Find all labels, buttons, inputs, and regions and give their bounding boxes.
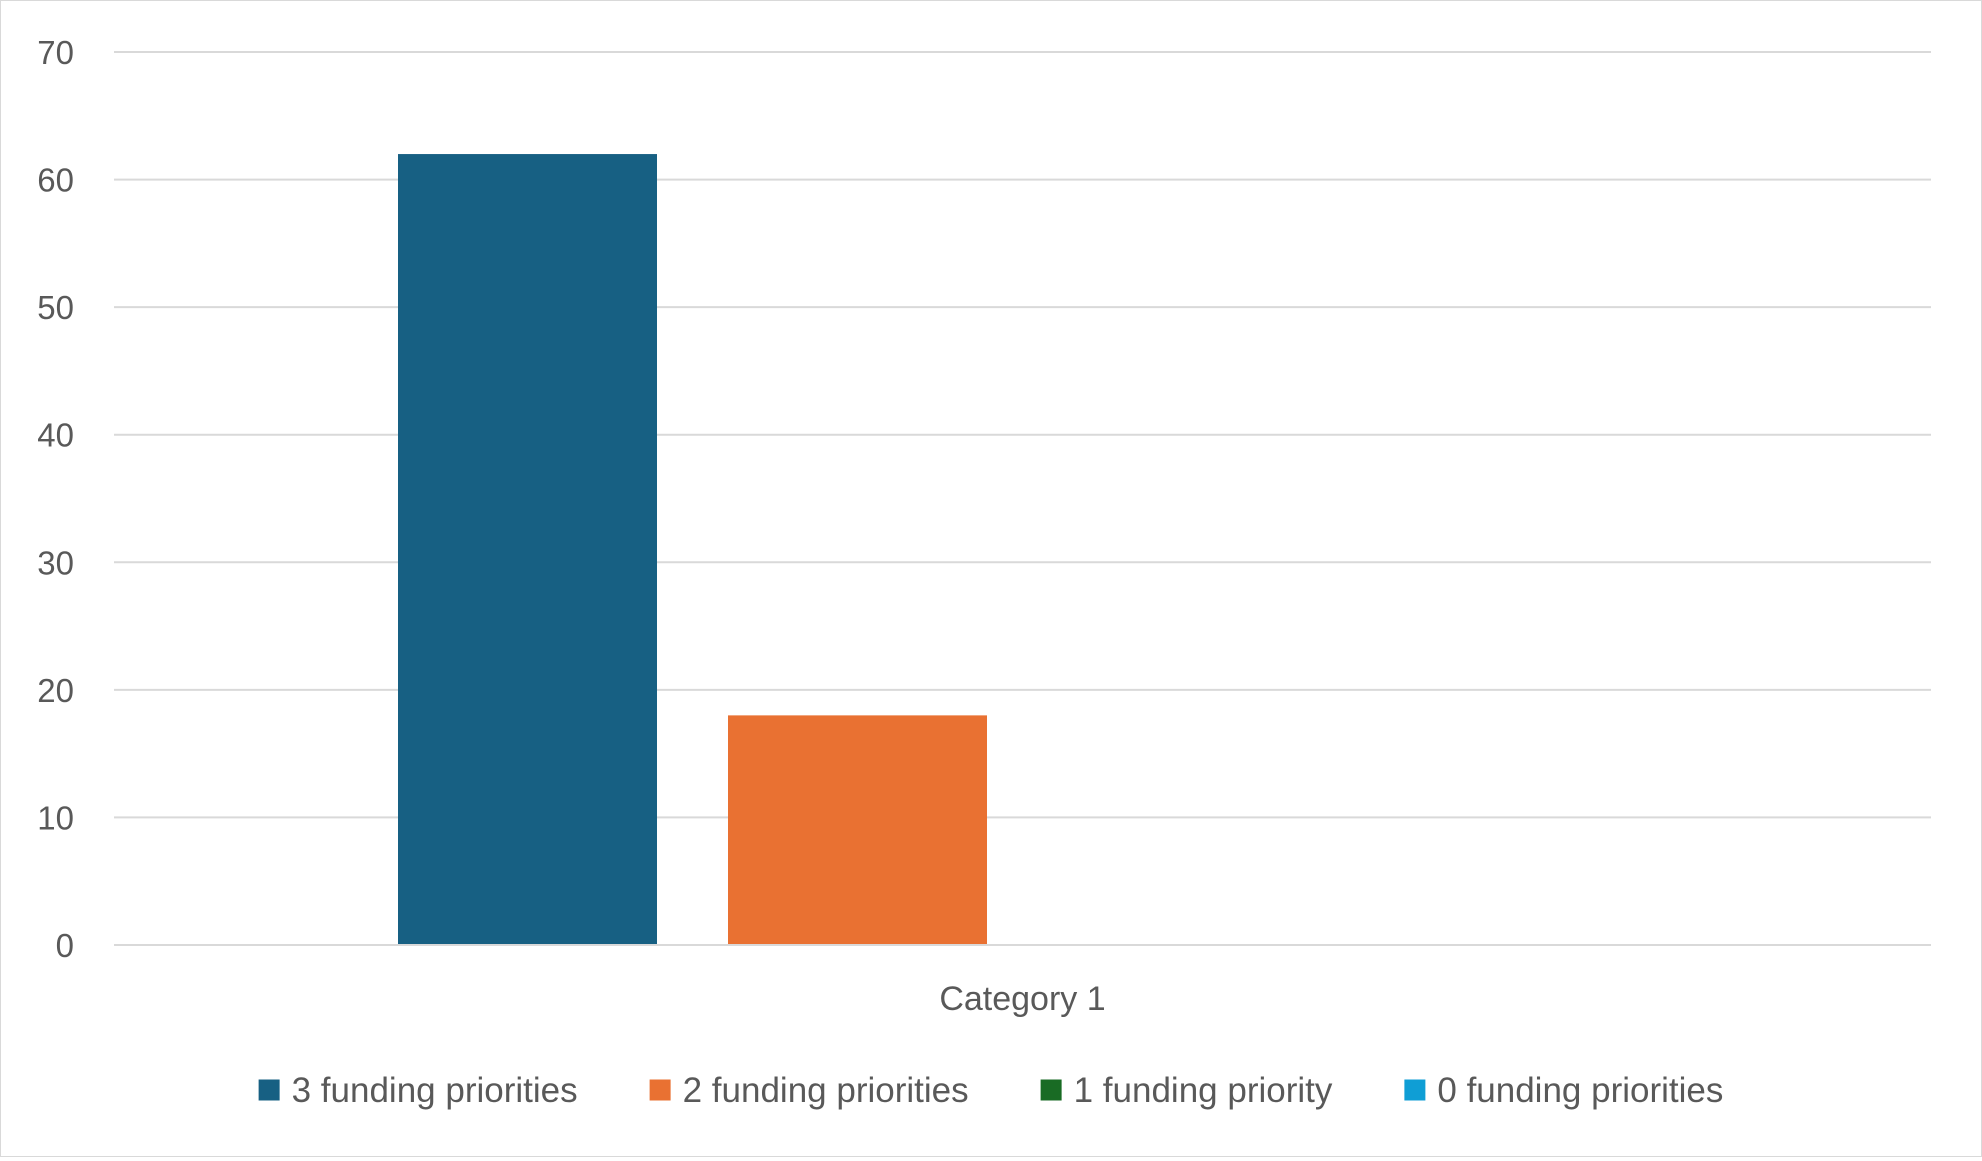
y-tick-label: 70 xyxy=(37,34,74,71)
legend-swatch xyxy=(1040,1079,1062,1101)
y-tick-label: 40 xyxy=(37,417,74,454)
y-tick-label: 30 xyxy=(37,544,74,581)
y-tick-label: 60 xyxy=(37,162,74,199)
legend: 3 funding priorities 2 funding priorities… xyxy=(258,1071,1723,1110)
legend-swatch xyxy=(649,1079,671,1101)
legend-label: 3 funding priorities xyxy=(292,1071,578,1110)
y-axis-tick-labels: 0 10 20 30 40 50 60 70 xyxy=(37,34,74,964)
legend-label: 1 funding priority xyxy=(1074,1071,1333,1110)
y-tick-label: 10 xyxy=(37,799,74,836)
bar-1-3-funding-priorities xyxy=(398,154,657,946)
bar-2-2-funding-priorities xyxy=(728,715,987,945)
y-tick-label: 50 xyxy=(37,289,74,326)
legend-swatch xyxy=(1404,1079,1426,1101)
legend-swatch xyxy=(258,1079,280,1101)
y-tick-label: 20 xyxy=(37,672,74,709)
category-label: Category 1 xyxy=(939,980,1105,1018)
legend-item: 0 funding priorities xyxy=(1404,1071,1723,1110)
category-labels: Category 1 xyxy=(939,980,1105,1018)
legend-label: 2 funding priorities xyxy=(683,1071,969,1110)
legend-label: 0 funding priorities xyxy=(1437,1071,1723,1110)
gridlines xyxy=(114,51,1931,819)
bars xyxy=(398,154,987,946)
legend-item: 1 funding priority xyxy=(1040,1071,1333,1110)
legend-item: 3 funding priorities xyxy=(258,1071,578,1110)
legend-item: 2 funding priorities xyxy=(649,1071,969,1110)
y-tick-label: 0 xyxy=(56,927,74,964)
